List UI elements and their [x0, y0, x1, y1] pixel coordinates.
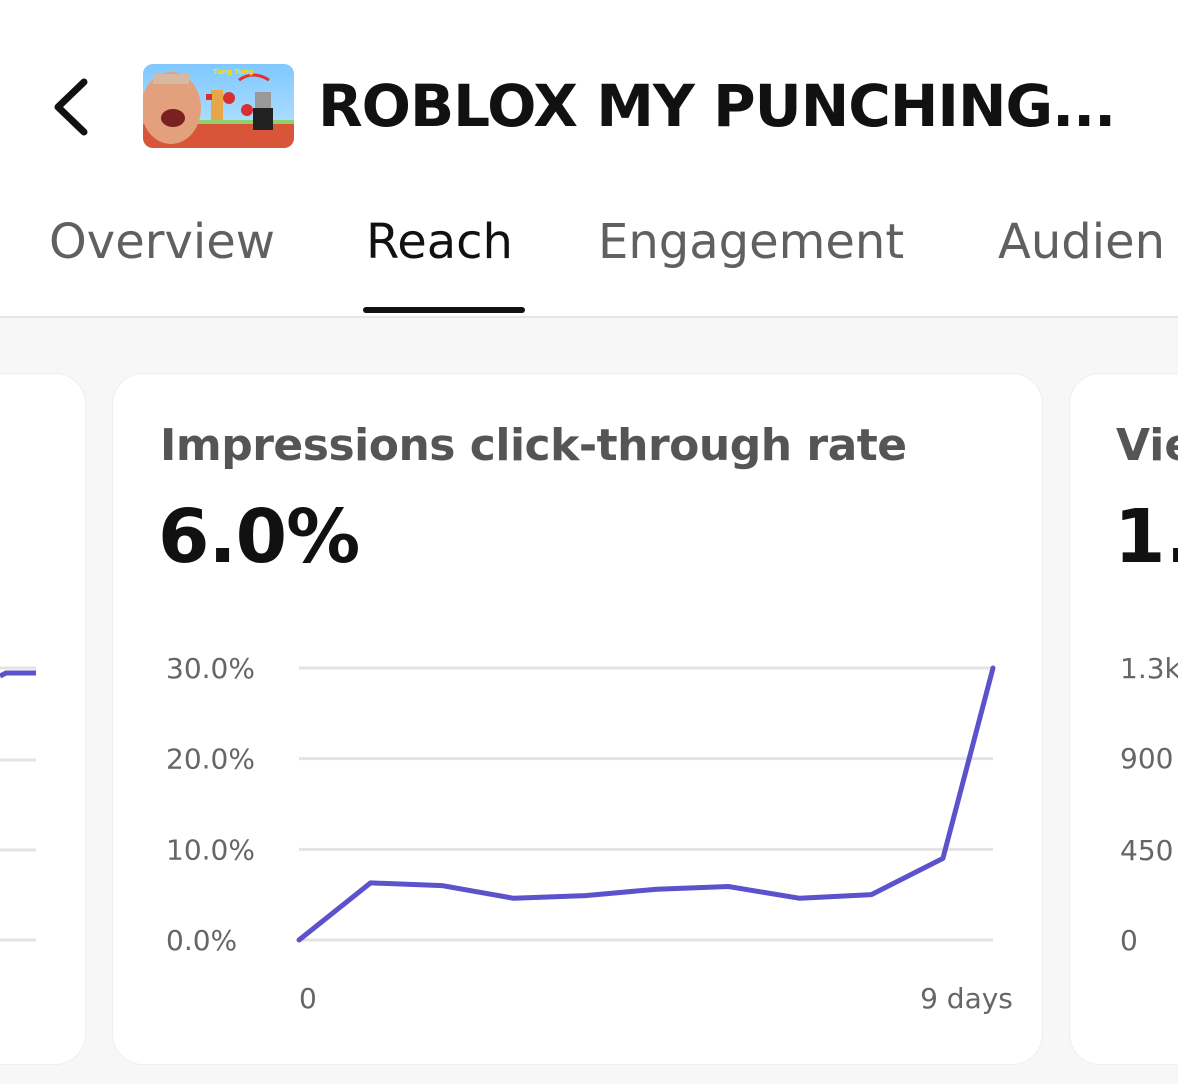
video-thumbnail[interactable]: Tung Tung — [143, 64, 294, 148]
metric-value: 1. — [1114, 494, 1178, 580]
tab-reach[interactable]: Reach — [366, 214, 513, 270]
y-axis-ticks: 30.0% 20.0% 10.0% 0.0% — [166, 652, 255, 957]
y-tick-label: 0.0% — [166, 924, 237, 957]
tab-bar: Overview Reach Engagement Audien — [0, 190, 1178, 318]
series-layer — [296, 665, 996, 943]
y-tick-label: 20.0% — [166, 743, 255, 776]
header: Tung Tung ROBLOX MY PUNCHING... — [0, 0, 1178, 190]
tab-audience[interactable]: Audien — [998, 214, 1166, 270]
metric-title: Impressions click-through rate — [160, 420, 907, 471]
metric-title: Vie — [1116, 420, 1178, 471]
ctr-line-chart: 30.0% 20.0% 10.0% 0.0% 0 9 days — [166, 652, 1013, 1015]
x-tick-label: 0 — [299, 982, 317, 1015]
y-tick-label: 30.0% — [166, 652, 255, 685]
y-tick-label: 450 — [1120, 834, 1173, 867]
x-axis-ticks: 0 9 days — [299, 982, 1013, 1015]
y-tick-label: 1.3k — [1120, 652, 1178, 685]
y-tick-label: 10.0% — [166, 833, 255, 866]
thumbnail-image: Tung Tung — [143, 64, 294, 148]
video-title: ROBLOX MY PUNCHING... — [318, 72, 1116, 140]
active-tab-indicator — [363, 307, 525, 313]
metric-card-next[interactable]: Vie 1. 1.3k 900 450 0 — [1070, 374, 1178, 1064]
back-button[interactable] — [40, 70, 104, 144]
tab-overview[interactable]: Overview — [49, 214, 275, 270]
chevron-left-icon — [54, 78, 88, 136]
next-card-chart: 1.3k 900 450 0 — [1120, 652, 1178, 957]
series-line — [0, 670, 36, 679]
metric-card-ctr[interactable]: Impressions click-through rate 6.0% 30.0… — [113, 374, 1042, 1064]
tab-engagement[interactable]: Engagement — [598, 214, 905, 270]
metric-value: 6.0% — [158, 494, 360, 580]
previous-card-chart — [0, 666, 36, 942]
x-tick-label: 9 days — [920, 982, 1013, 1015]
metric-cards-carousel[interactable]: Impressions click-through rate 6.0% 30.0… — [0, 318, 1178, 1084]
y-tick-label: 0 — [1120, 924, 1138, 957]
grid-layer — [299, 666, 993, 942]
metric-card-previous[interactable] — [0, 374, 85, 1064]
ctr-series-line — [296, 665, 996, 943]
y-tick-label: 900 — [1120, 742, 1173, 775]
svg-text:Tung Tung: Tung Tung — [213, 68, 253, 76]
